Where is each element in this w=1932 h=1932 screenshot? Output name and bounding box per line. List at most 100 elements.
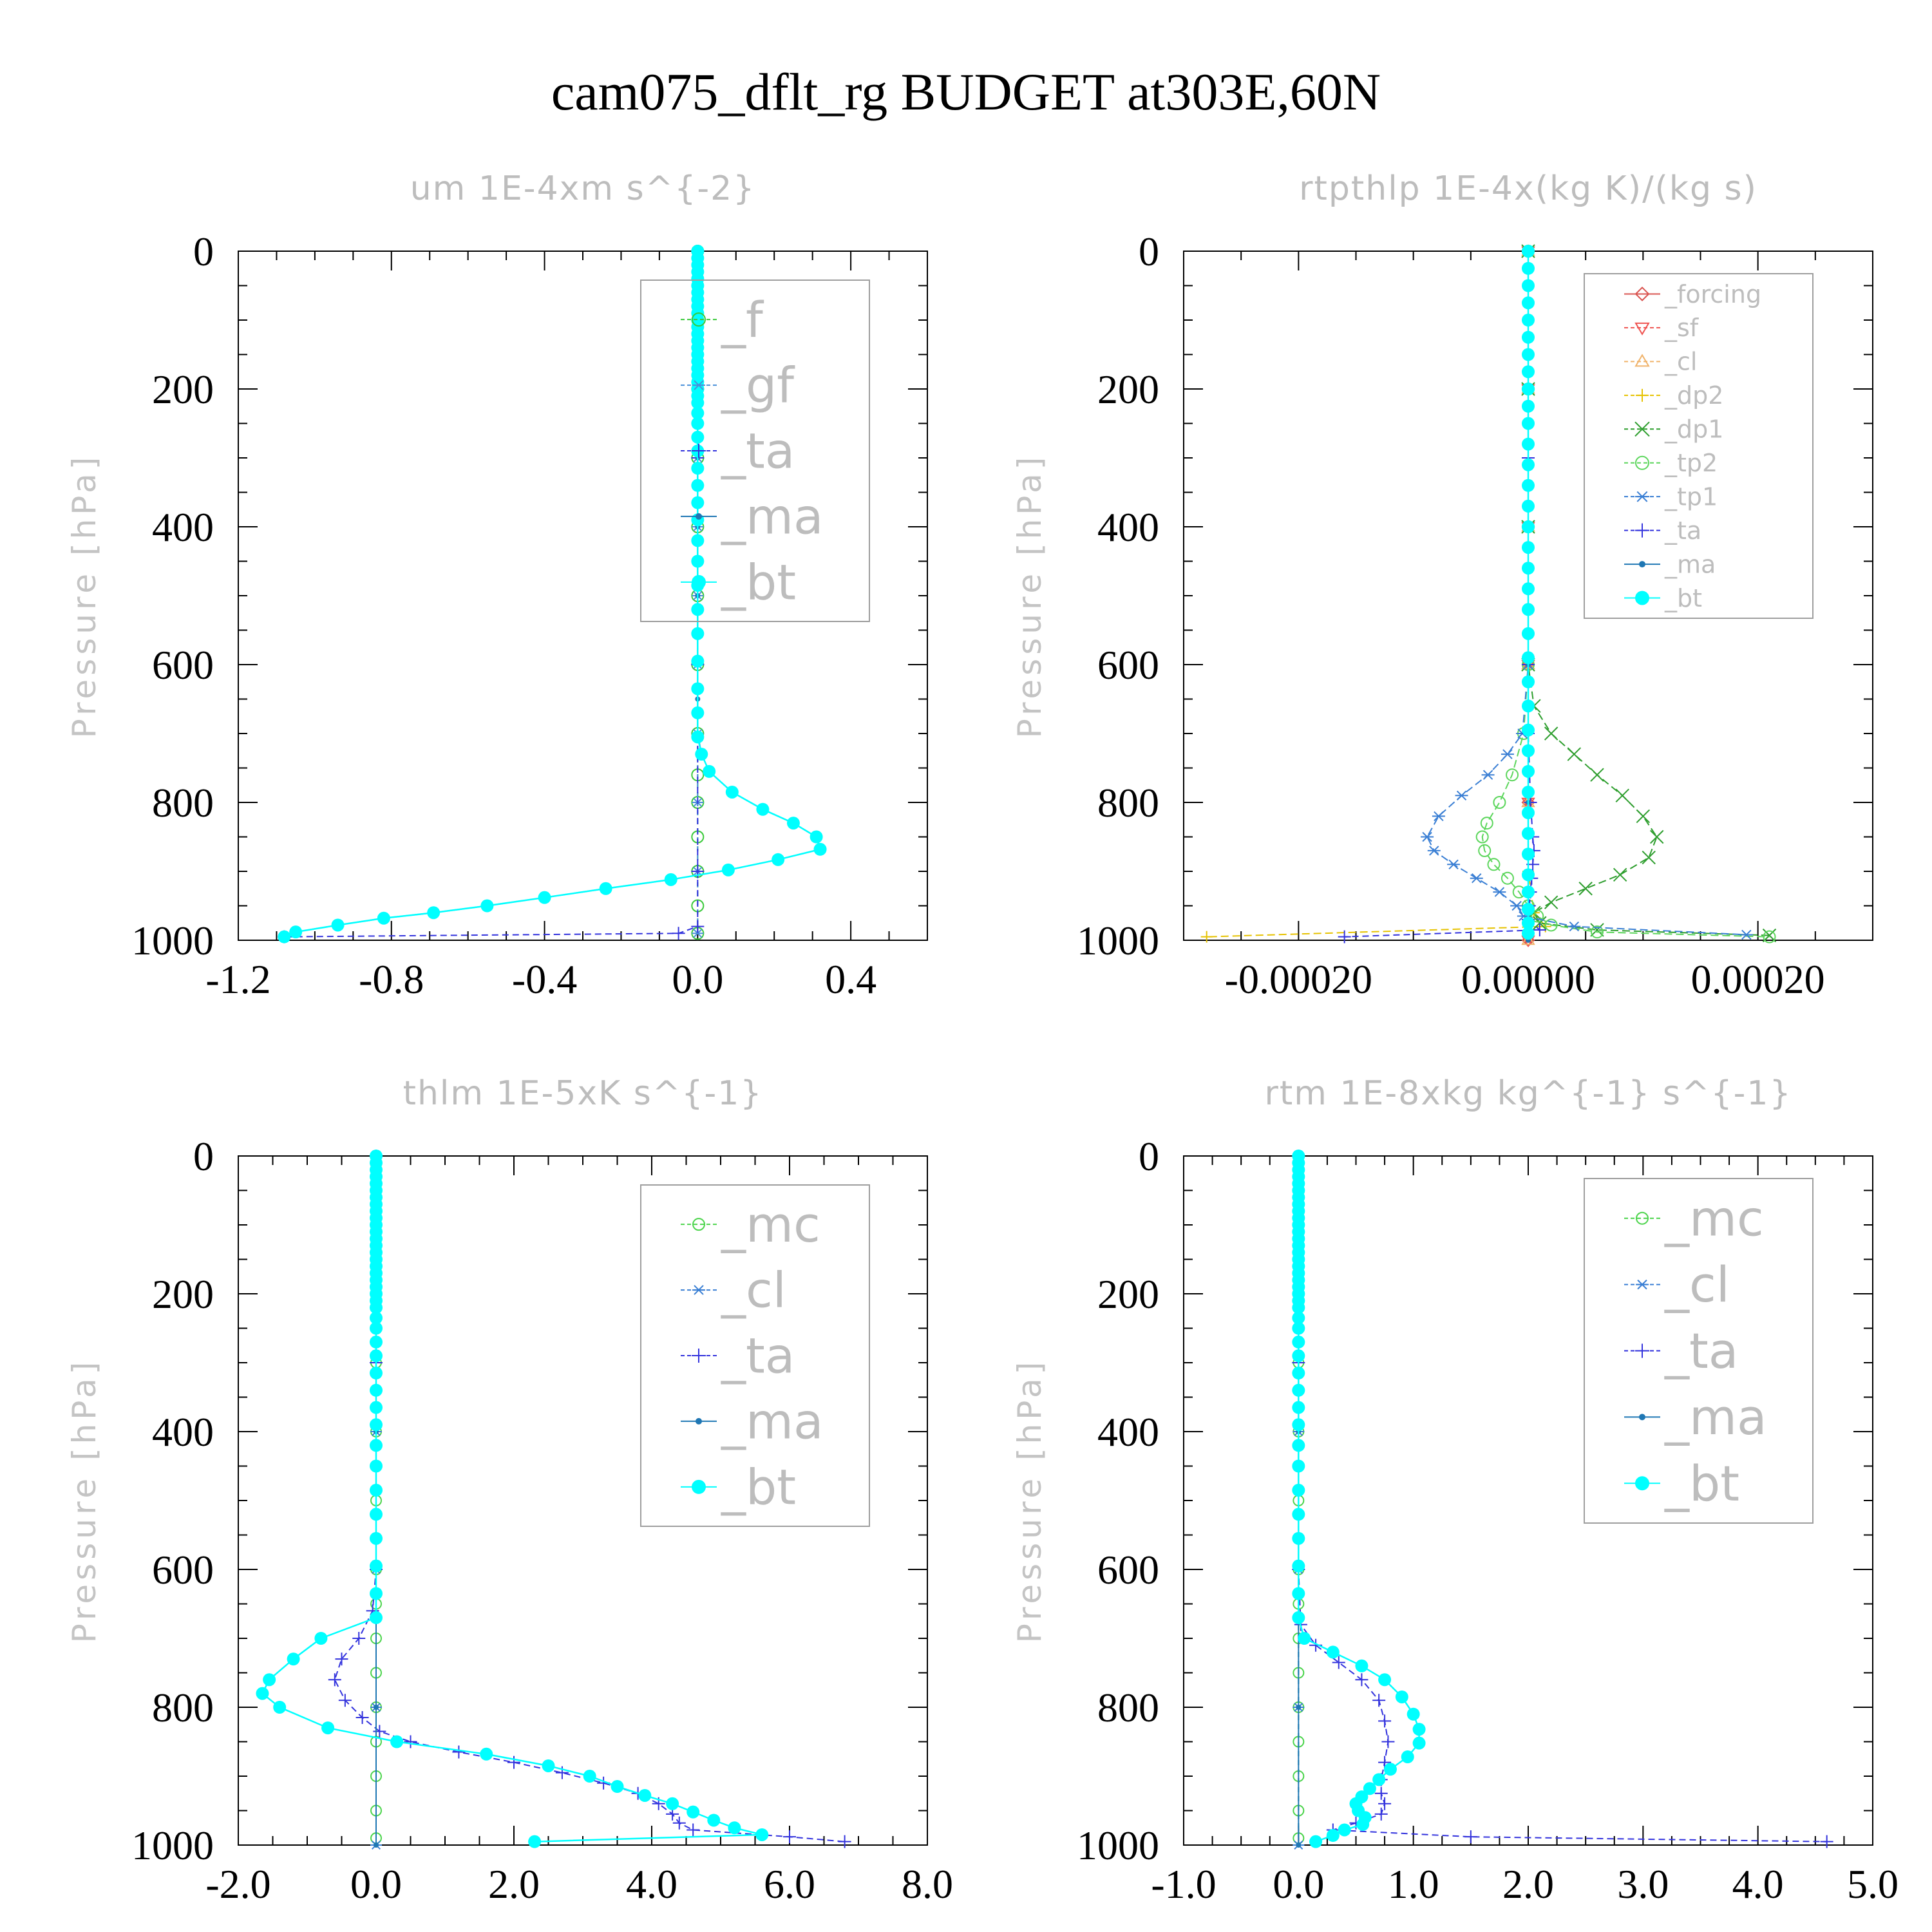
data-point: [1292, 1483, 1305, 1497]
data-point: [377, 911, 390, 925]
data-point: [1522, 296, 1535, 310]
data-point: [427, 906, 440, 920]
data-point: [1522, 383, 1535, 395]
data-point: [1506, 768, 1519, 782]
data-point: [1292, 1335, 1305, 1349]
legend-item-cl: _cl: [1624, 1256, 1730, 1313]
data-point: [1763, 930, 1776, 943]
data-point: [1487, 858, 1501, 871]
data-point: [1522, 827, 1535, 840]
data-point: [1378, 1714, 1392, 1728]
legend-label: _ma: [1664, 550, 1716, 578]
data-point: [687, 1823, 700, 1837]
data-point: [1544, 918, 1558, 932]
data-point: [1395, 1690, 1408, 1703]
legend-marker: [1639, 1414, 1645, 1421]
legend-marker: [1634, 421, 1650, 437]
data-point: [314, 1632, 328, 1645]
legend-label: _ma: [721, 488, 824, 545]
data-point: [1309, 1835, 1323, 1848]
data-point: [1590, 768, 1604, 782]
data-point: [1363, 1782, 1376, 1795]
data-point: [756, 802, 770, 816]
legend-item-ta: _ta: [681, 1327, 795, 1385]
data-point: [1412, 1736, 1426, 1750]
data-point: [370, 1559, 383, 1573]
x-tick-label: 0.4: [825, 956, 876, 1002]
data-point: [1531, 909, 1544, 923]
legend: _forcing _sf _cl _dp2 _dp1 _tp2 _tp1 _ta _ma _bt: [1584, 273, 1814, 619]
data-point: [1374, 1807, 1388, 1821]
data-point: [1522, 902, 1535, 916]
data-point: [390, 1735, 404, 1748]
data-point: [1521, 933, 1535, 945]
data-point: [1501, 749, 1514, 759]
legend-label: _bt: [721, 1458, 796, 1515]
x-tick-label: 0.00000: [1461, 956, 1595, 1002]
data-point: [338, 1694, 352, 1707]
y-tick-label: 800: [152, 1685, 214, 1730]
legend-item-ma: _ma: [1624, 1388, 1767, 1446]
y-tick-label: 0: [1139, 1133, 1159, 1179]
data-point: [772, 853, 785, 866]
data-point: [370, 1587, 383, 1600]
data-point: [1591, 925, 1604, 939]
data-point: [1292, 1311, 1305, 1325]
y-tick-label: 1000: [131, 918, 214, 963]
y-axis-label: Pressure [hPa]: [1011, 453, 1048, 739]
data-point: [370, 1439, 383, 1452]
data-point: [1522, 868, 1535, 882]
legend-label: _forcing: [1664, 280, 1761, 308]
data-point: [1296, 1842, 1302, 1848]
legend-item-bt: _bt: [1624, 1455, 1739, 1512]
legend-marker: [1635, 455, 1649, 470]
series-line: [1481, 251, 1770, 938]
data-point: [507, 1756, 520, 1769]
data-point: [1470, 873, 1483, 884]
legend-label: _ma: [1664, 1388, 1767, 1446]
legend-marker: [1635, 523, 1649, 538]
data-point: [1510, 900, 1524, 911]
data-point: [1615, 788, 1629, 803]
y-tick-label: 400: [1097, 504, 1159, 550]
panel-title: um 1E-4xm s^{-2}: [410, 169, 756, 208]
legend-label: _ta: [1664, 516, 1701, 545]
legend-item-ta: _ta: [681, 422, 795, 480]
legend-marker: [692, 1218, 705, 1231]
legend-label: _ta: [721, 422, 795, 480]
data-point: [583, 1770, 596, 1783]
data-point: [1378, 1673, 1392, 1687]
x-tick-label: 3.0: [1617, 1861, 1669, 1907]
data-point: [289, 925, 303, 939]
data-point: [1374, 1786, 1388, 1800]
chart-panel-4: rtm 1E-8xkg kg^{-1} s^{-1} Pressure [hPa]…: [1011, 1074, 1899, 1907]
legend-label: _cl: [721, 1262, 786, 1319]
data-point: [1292, 1508, 1305, 1521]
legend-box: [1584, 273, 1814, 619]
data-point: [1567, 921, 1581, 932]
y-tick-label: 200: [152, 366, 214, 412]
data-point: [1200, 931, 1213, 943]
legend-marker: [692, 1285, 705, 1295]
data-point: [1567, 747, 1582, 761]
data-point: [1421, 831, 1434, 842]
legend-label: _mc: [1664, 1189, 1764, 1247]
data-point: [1292, 1531, 1305, 1545]
data-point: [1522, 541, 1535, 554]
data-point: [1522, 916, 1535, 930]
x-tick-label: 1.0: [1388, 1861, 1439, 1907]
data-point: [1522, 499, 1535, 513]
legend-marker: [1634, 354, 1650, 367]
data-point: [1298, 1632, 1311, 1645]
data-point: [1739, 929, 1753, 940]
data-point: [1292, 1559, 1305, 1573]
series-bt: [256, 1150, 769, 1848]
legend-label: _mc: [721, 1196, 820, 1253]
data-point: [287, 1653, 300, 1666]
data-point: [1578, 882, 1593, 896]
legend-item-ma: _ma: [681, 488, 824, 545]
data-point: [755, 1828, 769, 1841]
data-point: [666, 1797, 679, 1810]
x-tick-label: 2.0: [488, 1861, 540, 1907]
